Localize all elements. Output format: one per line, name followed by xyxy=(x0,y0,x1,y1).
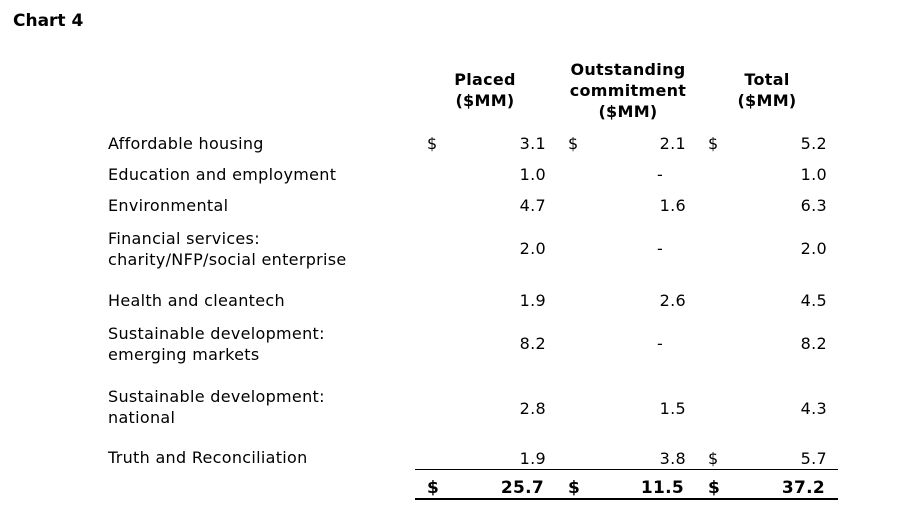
total-value: 5.2 xyxy=(800,134,827,153)
header-total: Total ($MM) xyxy=(724,69,810,111)
outstanding-value: - xyxy=(656,334,664,353)
currency-total-total: $ xyxy=(708,478,720,498)
outstanding-value: - xyxy=(656,165,664,184)
row-label-sustainable-development-national: Sustainable development: national xyxy=(108,386,325,428)
total-value: 5.7 xyxy=(800,449,827,468)
row-label-health-and-cleantech: Health and cleantech xyxy=(108,291,285,310)
currency-outstanding-row-1: $ xyxy=(568,134,579,153)
row-label-line-2: national xyxy=(108,408,176,427)
row-label-line-1: Financial services: xyxy=(108,229,260,248)
header-outstanding-line-1: Outstanding xyxy=(570,60,686,79)
placed-value: 1.9 xyxy=(519,291,546,310)
placed-value: 2.0 xyxy=(519,239,546,258)
currency-placed-total: $ xyxy=(427,478,439,498)
outstanding-value: 2.6 xyxy=(659,291,686,310)
placed-value: 2.8 xyxy=(519,399,546,418)
row-label-financial-services: Financial services: charity/NFP/social e… xyxy=(108,228,347,270)
total-value: 2.0 xyxy=(800,239,827,258)
total-value: 4.3 xyxy=(800,399,827,418)
placed-value: 8.2 xyxy=(519,334,546,353)
row-label-sustainable-development-emerging: Sustainable development: emerging market… xyxy=(108,323,325,365)
outstanding-total: 11.5 xyxy=(640,478,684,498)
row-label-line-1: Sustainable development: xyxy=(108,324,325,343)
outstanding-value: 3.8 xyxy=(659,449,686,468)
currency-total-row-8: $ xyxy=(708,449,719,468)
header-outstanding: Outstanding commitment ($MM) xyxy=(560,59,696,122)
total-value: 1.0 xyxy=(800,165,827,184)
header-outstanding-line-2: commitment xyxy=(569,81,687,100)
outstanding-value: - xyxy=(656,239,664,258)
grand-total: 37.2 xyxy=(781,478,825,498)
placed-total: 25.7 xyxy=(500,478,544,498)
currency-placed-row-1: $ xyxy=(427,134,438,153)
header-outstanding-line-3: ($MM) xyxy=(598,102,658,121)
header-total-line-1: Total xyxy=(744,70,790,89)
currency-total-row-1: $ xyxy=(708,134,719,153)
placed-value: 3.1 xyxy=(519,134,546,153)
currency-outstanding-total: $ xyxy=(568,478,580,498)
row-label-environmental: Environmental xyxy=(108,196,229,215)
row-label-affordable-housing: Affordable housing xyxy=(108,134,264,153)
subtotal-rule xyxy=(415,469,838,470)
row-label-truth-and-reconciliation: Truth and Reconciliation xyxy=(108,448,308,467)
total-value: 8.2 xyxy=(800,334,827,353)
header-placed-line-1: Placed xyxy=(454,70,516,89)
chart-title: Chart 4 xyxy=(13,11,84,31)
header-placed: Placed ($MM) xyxy=(440,69,530,111)
header-placed-line-2: ($MM) xyxy=(455,91,515,110)
row-label-line-1: Sustainable development: xyxy=(108,387,325,406)
outstanding-value: 1.6 xyxy=(659,196,686,215)
placed-value: 1.9 xyxy=(519,449,546,468)
row-label-line-2: charity/NFP/social enterprise xyxy=(108,250,347,269)
row-label-education-and-employment: Education and employment xyxy=(108,165,337,184)
outstanding-value: 2.1 xyxy=(659,134,686,153)
placed-value: 4.7 xyxy=(519,196,546,215)
total-value: 4.5 xyxy=(800,291,827,310)
total-value: 6.3 xyxy=(800,196,827,215)
row-label-line-2: emerging markets xyxy=(108,345,260,364)
outstanding-value: 1.5 xyxy=(659,399,686,418)
total-rule xyxy=(415,498,838,500)
placed-value: 1.0 xyxy=(519,165,546,184)
header-total-line-2: ($MM) xyxy=(737,91,797,110)
